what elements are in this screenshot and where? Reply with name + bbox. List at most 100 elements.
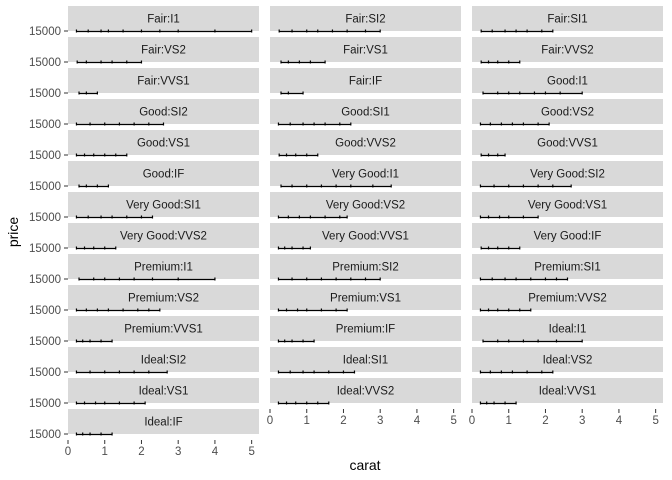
- facet-strip-label: Premium:IF: [336, 324, 395, 336]
- facet-strip-label: Ideal:VVS2: [337, 386, 395, 398]
- x-tick-label: 2: [340, 415, 346, 427]
- data-point: [100, 215, 102, 219]
- facet-panel: Good:SI2: [68, 99, 259, 126]
- facet-strip: [68, 37, 259, 62]
- data-point: [559, 91, 561, 95]
- facet-strip: [68, 99, 259, 124]
- data-point: [104, 122, 106, 126]
- y-tick-label: 15000: [29, 181, 61, 193]
- data-point: [122, 308, 124, 312]
- data-point: [544, 91, 547, 95]
- data-point: [353, 370, 356, 374]
- data-point: [335, 308, 337, 312]
- data-point: [96, 184, 98, 188]
- data-point: [159, 308, 161, 312]
- data-point: [111, 215, 113, 219]
- data-point: [317, 401, 319, 405]
- data-point: [522, 339, 525, 343]
- facet-strip-label: Very Good:IF: [534, 231, 602, 243]
- data-point: [479, 308, 482, 312]
- data-point: [479, 277, 482, 281]
- data-point: [126, 60, 128, 64]
- data-point: [339, 122, 341, 126]
- facet-strip-label: Very Good:VVS1: [322, 231, 409, 243]
- data-point: [526, 370, 528, 374]
- data-point: [284, 339, 286, 343]
- data-point: [280, 184, 282, 188]
- facet-strip: [472, 254, 663, 279]
- data-point: [115, 153, 117, 157]
- data-point: [287, 60, 289, 64]
- data-point: [75, 153, 78, 157]
- data-point: [346, 215, 348, 219]
- facet-strip: [68, 316, 259, 341]
- facet-strip-label: Fair:VVS1: [137, 76, 189, 88]
- facet-strip-label: Premium:VVS1: [124, 324, 203, 336]
- facet-panels: Fair:I1 Fair:SI2 Fair:SI1 Fair:VS2 Fair:VS1 F…: [68, 6, 663, 436]
- data-point: [328, 401, 330, 405]
- data-point: [508, 246, 510, 250]
- x-tick-label: 4: [414, 415, 421, 427]
- facet-strip: [68, 223, 259, 248]
- x-tick-label: 1: [506, 415, 512, 427]
- data-point: [287, 91, 289, 95]
- data-point: [214, 277, 216, 281]
- data-point: [280, 60, 282, 64]
- data-point: [346, 29, 348, 33]
- data-point: [87, 215, 89, 219]
- facet-panel: Very Good:VS1: [472, 192, 663, 219]
- data-point: [277, 246, 280, 250]
- data-point: [83, 401, 86, 405]
- facet-panel: Fair:VVS1: [68, 68, 259, 95]
- data-point: [390, 184, 392, 188]
- facet-panel: Premium:VVS1: [68, 316, 259, 343]
- facet-strip: [472, 68, 663, 93]
- facet-strip-label: Premium:I1: [134, 262, 193, 274]
- facet-strip-label: Good:SI2: [139, 107, 188, 119]
- data-point: [342, 370, 345, 374]
- data-point: [104, 370, 106, 374]
- facet-strip: [472, 130, 663, 155]
- data-point: [115, 246, 117, 250]
- data-point: [277, 215, 280, 219]
- facet-strip: [270, 316, 461, 341]
- facet-strip-label: Good:VS2: [541, 107, 594, 119]
- data-point: [85, 308, 87, 312]
- data-point: [515, 29, 517, 33]
- y-tick-label: 15000: [29, 150, 61, 162]
- data-point: [277, 277, 280, 281]
- data-point: [89, 339, 91, 343]
- data-point: [379, 277, 381, 281]
- data-point: [302, 339, 304, 343]
- data-point: [85, 91, 87, 95]
- facet-strip: [472, 316, 663, 341]
- data-point: [177, 277, 179, 281]
- data-point: [278, 29, 280, 33]
- data-point: [75, 401, 78, 405]
- x-tick-label: 0: [267, 415, 273, 427]
- facet-panel: Good:VVS1: [472, 130, 663, 157]
- data-point: [309, 215, 312, 219]
- data-point: [104, 277, 106, 281]
- data-point: [487, 60, 490, 64]
- data-point: [75, 215, 78, 219]
- data-point: [497, 60, 499, 64]
- data-point: [364, 29, 367, 33]
- data-point: [537, 122, 539, 126]
- data-point: [285, 401, 288, 405]
- data-point: [126, 215, 128, 219]
- data-point: [96, 308, 98, 312]
- data-point: [306, 277, 308, 281]
- y-tick-label: 15000: [29, 398, 61, 410]
- facet-strip: [68, 254, 259, 279]
- facet-strip-label: Premium:VVS2: [528, 293, 607, 305]
- facet-strip-label: Very Good:VVS2: [120, 231, 207, 243]
- data-point: [324, 122, 326, 126]
- y-tick-label: 15000: [29, 274, 61, 286]
- facet-panel: Good:VS2: [472, 99, 663, 126]
- facet-panel: Ideal:VS2: [472, 347, 663, 374]
- data-point: [85, 184, 87, 188]
- data-point: [148, 122, 150, 126]
- data-point: [508, 308, 510, 312]
- facet-strip: [270, 223, 461, 248]
